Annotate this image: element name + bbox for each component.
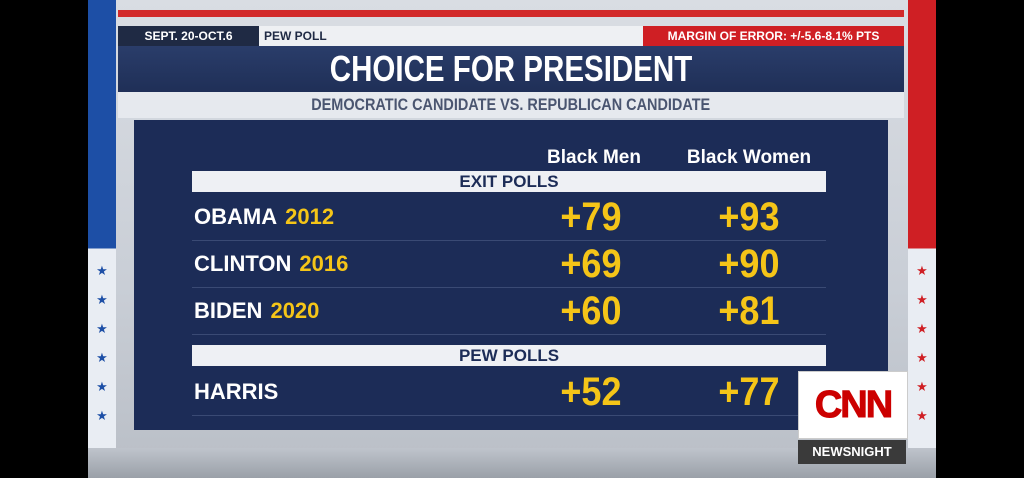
cnn-logo-text: CNN: [814, 383, 893, 426]
star-icon: ★: [916, 321, 928, 336]
star-icon: ★: [96, 292, 108, 307]
show-name-badge: NEWSNIGHT: [798, 440, 906, 464]
section-header-exit-polls: EXIT POLLS: [192, 171, 826, 192]
candidate-label: OBAMA 2012: [194, 194, 334, 240]
star-icon: ★: [916, 263, 928, 278]
star-icon: ★: [96, 350, 108, 365]
black-women-margin: +93: [718, 195, 780, 239]
studio-floor: [88, 448, 936, 478]
table-row: BIDEN 2020 +60 +81: [192, 288, 826, 335]
star-icon: ★: [916, 350, 928, 365]
black-women-margin: +90: [718, 242, 780, 286]
star-icon: ★: [96, 379, 108, 394]
title-bar: CHOICE FOR PRESIDENT: [118, 46, 904, 92]
black-men-margin: +60: [560, 289, 622, 333]
star-icon: ★: [96, 263, 108, 278]
right-stars: ★ ★ ★ ★ ★ ★: [908, 262, 936, 425]
star-icon: ★: [96, 408, 108, 423]
table-row: CLINTON 2016 +69 +90: [192, 241, 826, 288]
poll-source: PEW POLL: [264, 29, 327, 43]
black-men-margin: +69: [560, 242, 622, 286]
section-header-pew-polls: PEW POLLS: [192, 345, 826, 366]
candidate-label: HARRIS: [194, 369, 278, 415]
candidate-year: 2016: [299, 251, 349, 276]
page-title: CHOICE FOR PRESIDENT: [329, 48, 693, 89]
top-red-line: [118, 10, 904, 17]
cnn-logo: CNN: [798, 371, 908, 439]
candidate-year: 2012: [285, 204, 335, 229]
page-subtitle: DEMOCRATIC CANDIDATE VS. REPUBLICAN CAND…: [311, 95, 711, 114]
candidate-name: HARRIS: [194, 379, 279, 404]
black-women-margin: +81: [718, 289, 780, 333]
right-flag-stripe: [908, 0, 936, 478]
candidate-name: BIDEN: [194, 298, 263, 323]
results-table: Black Men Black Women EXIT POLLS OBAMA 20…: [134, 120, 888, 430]
poll-dates: SEPT. 20-OCT.6: [118, 26, 259, 46]
star-icon: ★: [96, 321, 108, 336]
candidate-name: OBAMA: [194, 204, 278, 229]
table-row: OBAMA 2012 +79 +93: [192, 194, 826, 241]
margin-of-error: MARGIN OF ERROR: +/-5.6-8.1% PTS: [643, 26, 904, 46]
black-women-margin: +77: [718, 370, 780, 414]
black-men-margin: +79: [560, 195, 622, 239]
subtitle-bar: DEMOCRATIC CANDIDATE VS. REPUBLICAN CAND…: [118, 92, 904, 118]
star-icon: ★: [916, 379, 928, 394]
column-header-black-women: Black Women: [686, 147, 812, 168]
black-men-margin: +52: [560, 370, 622, 414]
broadcast-graphic: ★ ★ ★ ★ ★ ★ ★ ★ ★ ★ ★ ★ SEPT. 20-OCT.6 P…: [88, 0, 936, 478]
candidate-year: 2020: [270, 298, 320, 323]
candidate-label: BIDEN 2020: [194, 288, 319, 334]
candidate-name: CLINTON: [194, 251, 292, 276]
left-stars: ★ ★ ★ ★ ★ ★: [88, 262, 116, 425]
column-header-black-men: Black Men: [547, 147, 641, 168]
star-icon: ★: [916, 292, 928, 307]
star-icon: ★: [916, 408, 928, 423]
table-row: HARRIS +52 +77: [192, 369, 826, 416]
left-flag-stripe: [88, 0, 116, 478]
candidate-label: CLINTON 2016: [194, 241, 348, 287]
